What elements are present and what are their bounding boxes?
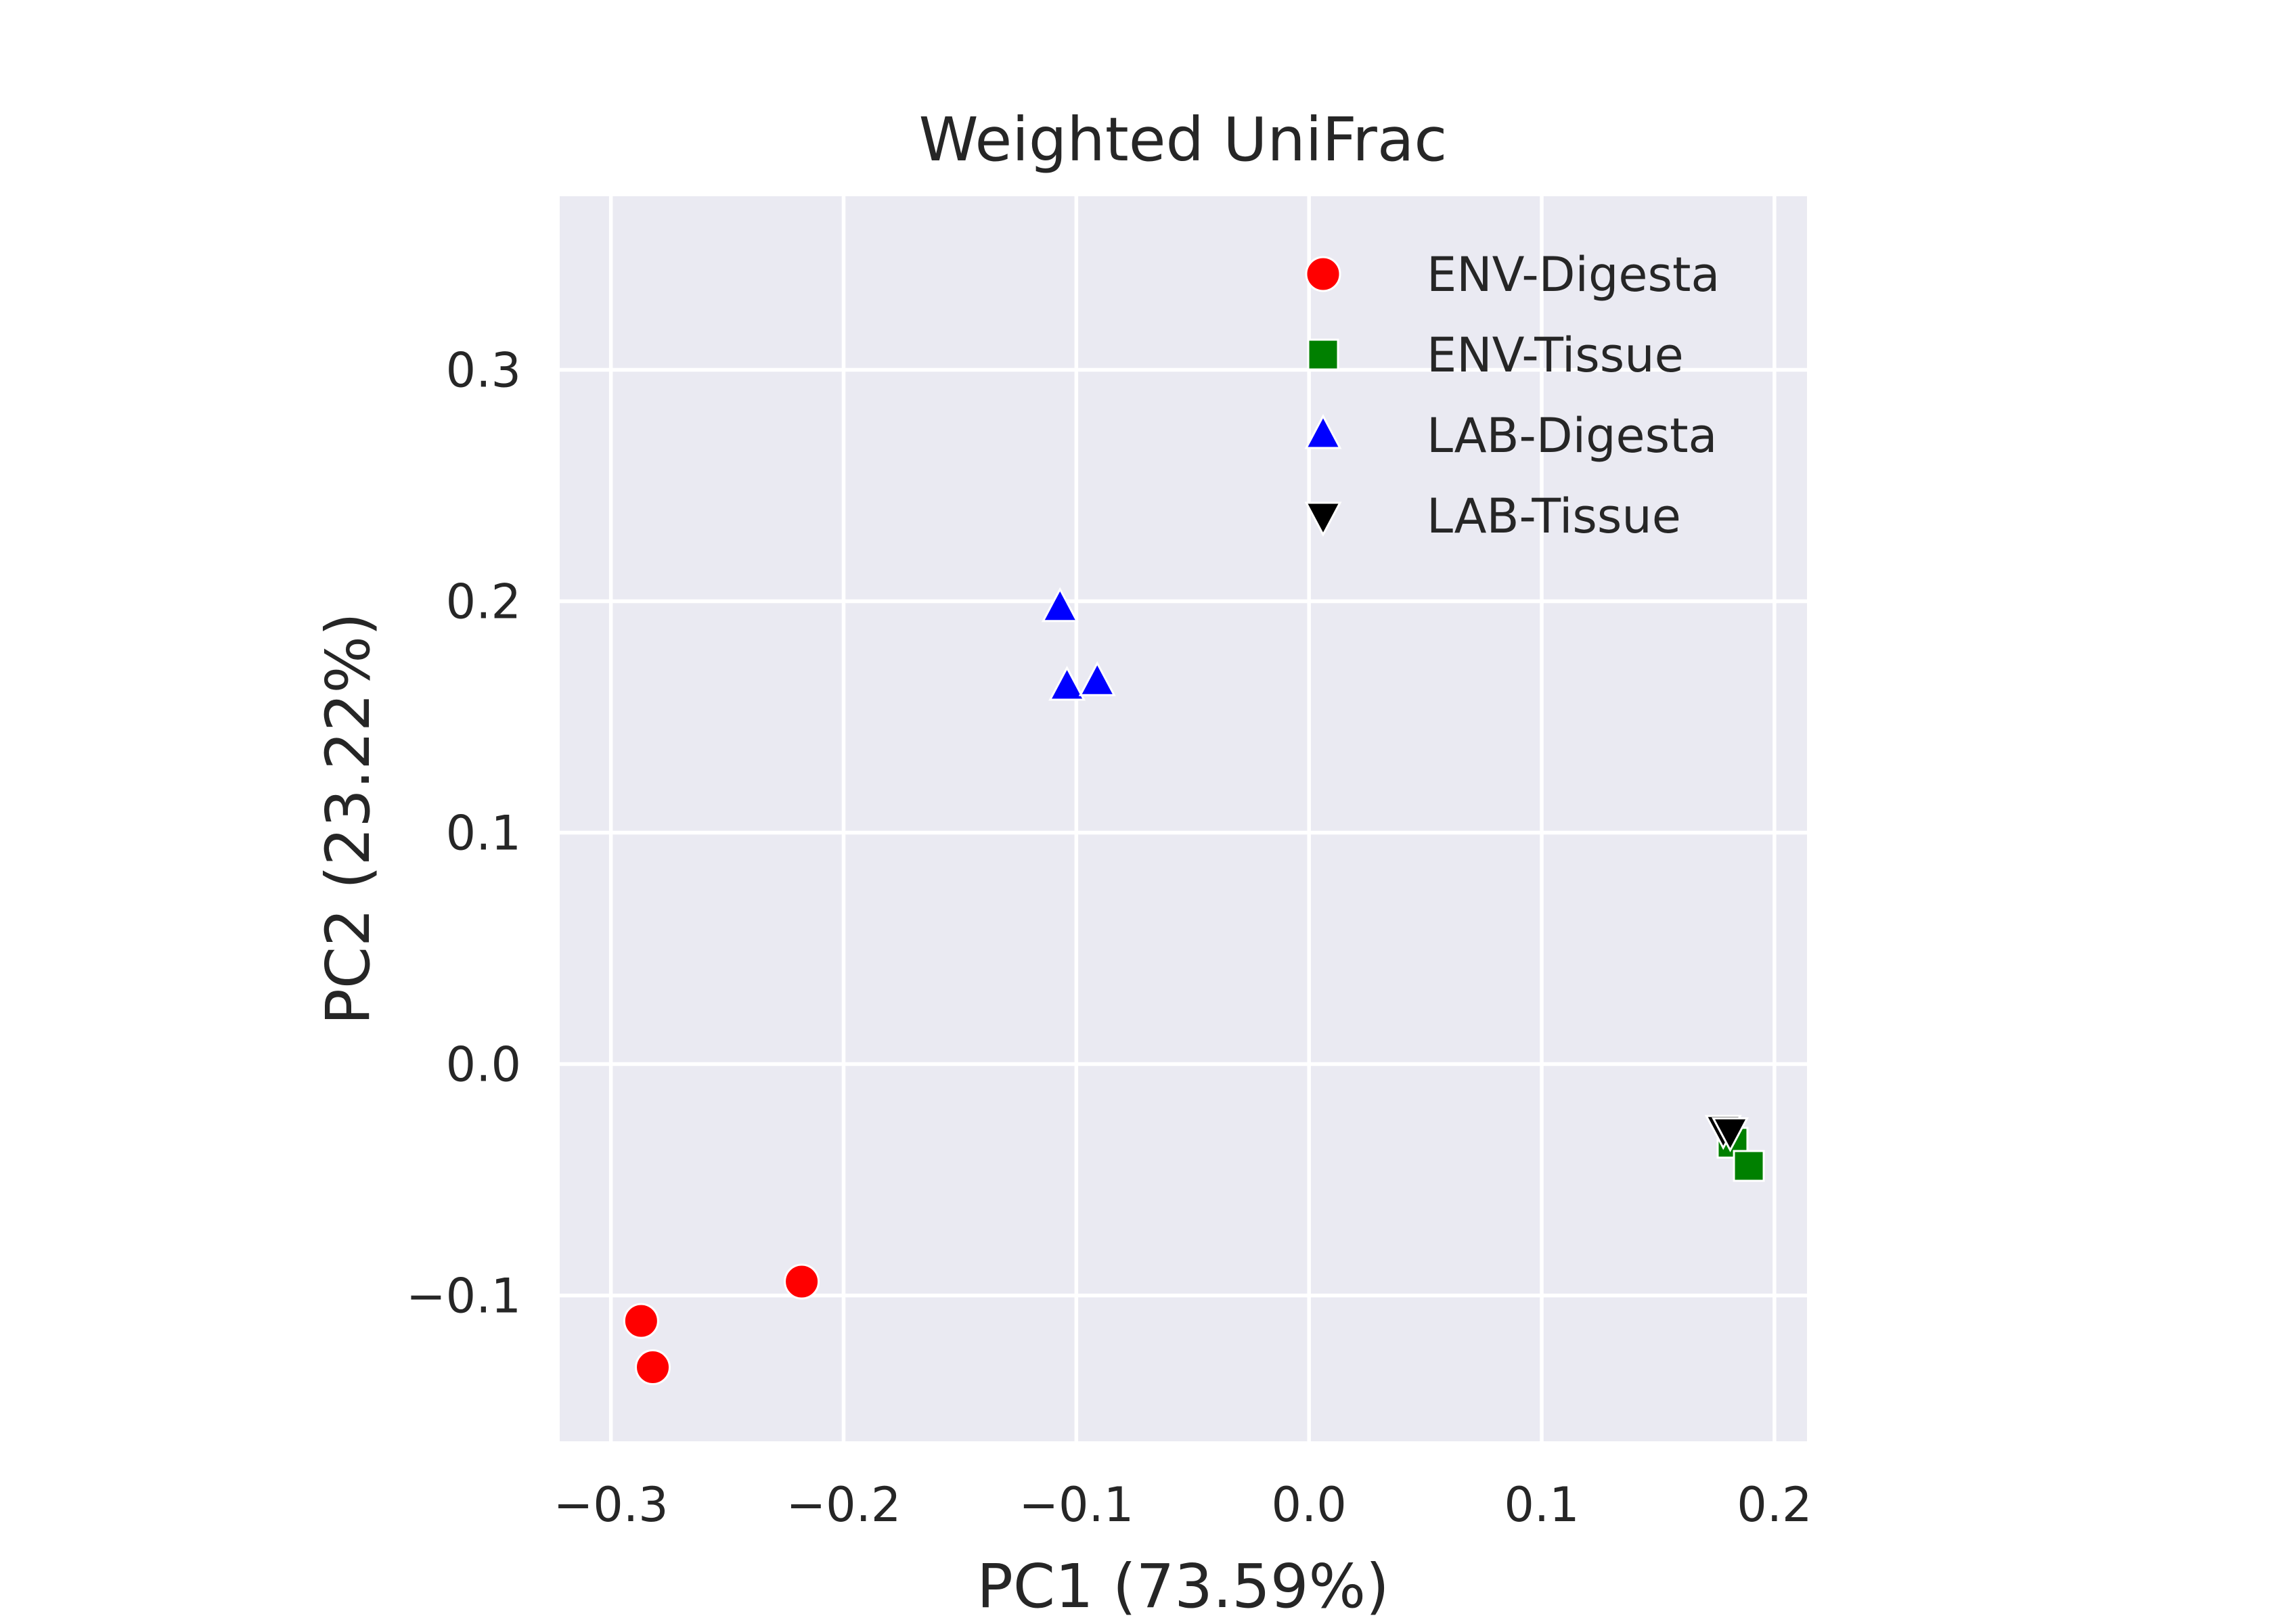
tick-labels: −0.3 −0.2 −0.1 0.0 0.1 0.2 −0.1 0.0 0.1 0.2 0.3 xyxy=(406,343,1812,1533)
data-point-triangle-down xyxy=(1712,1117,1749,1152)
legend-marker-circle xyxy=(1305,256,1341,292)
y-tick-label: 0.3 xyxy=(446,343,521,399)
x-axis-label: PC1 (73.59%) xyxy=(977,1551,1389,1621)
x-tick-label: −0.2 xyxy=(786,1477,901,1533)
x-tick-label: −0.1 xyxy=(1019,1477,1134,1533)
legend-marker-triangle-down xyxy=(1304,501,1342,537)
data-point-square xyxy=(1733,1150,1765,1182)
legend-label: ENV-Tissue xyxy=(1427,328,1684,383)
data-point-circle xyxy=(623,1303,659,1339)
data-point-triangle-up xyxy=(1078,661,1116,696)
legend-marker-square xyxy=(1307,338,1339,371)
data-points xyxy=(623,587,1765,1386)
x-tick-label: 0.2 xyxy=(1737,1477,1812,1533)
y-tick-label: 0.0 xyxy=(446,1037,521,1093)
y-tick-label: 0.2 xyxy=(446,574,521,630)
legend-label: LAB-Tissue xyxy=(1427,489,1681,544)
data-point-circle xyxy=(784,1263,820,1300)
grid xyxy=(560,196,1807,1441)
x-tick-label: 0.1 xyxy=(1504,1477,1579,1533)
y-axis-label: PC2 (23.22%) xyxy=(313,612,383,1025)
legend-label: ENV-Digesta xyxy=(1427,247,1720,302)
y-tick-label: −0.1 xyxy=(406,1269,521,1324)
legend-marker-triangle-up xyxy=(1304,413,1342,449)
x-tick-label: −0.3 xyxy=(554,1477,669,1533)
x-tick-label: 0.0 xyxy=(1272,1477,1347,1533)
data-point-circle xyxy=(635,1349,671,1386)
legend: ENV-Digesta ENV-Tissue LAB-Digesta LAB-Tiss… xyxy=(1304,247,1720,544)
plot-area xyxy=(560,196,1807,1441)
legend-label: LAB-Digesta xyxy=(1427,408,1717,464)
y-tick-label: 0.1 xyxy=(446,806,521,861)
chart-title: Weighted UniFrac xyxy=(919,104,1448,175)
data-point-triangle-up xyxy=(1041,587,1079,623)
data-point-triangle-up xyxy=(1048,665,1086,701)
